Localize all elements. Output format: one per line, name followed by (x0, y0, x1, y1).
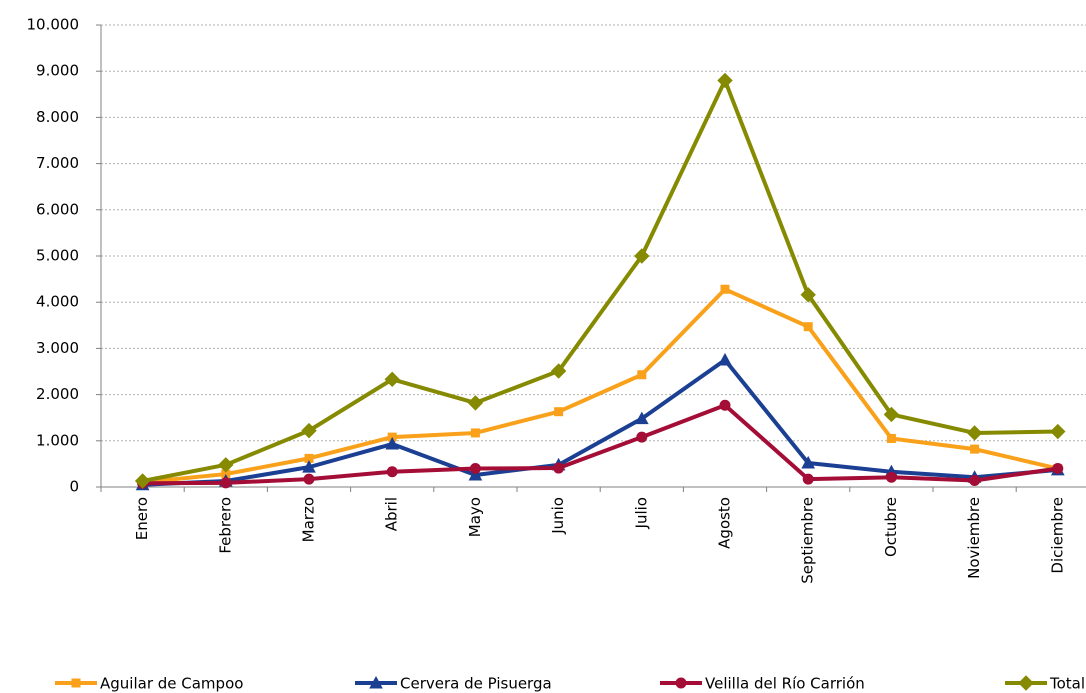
data-point (803, 322, 813, 332)
x-tick-label: Julio (632, 497, 650, 529)
data-point (467, 395, 484, 411)
data-point (718, 352, 732, 366)
y-tick-label: 5.000 (36, 247, 79, 265)
data-point (634, 248, 650, 264)
y-tick-label: 8.000 (36, 108, 79, 126)
x-tick-label: Abril (383, 497, 401, 531)
x-tick-label: Septiembre (799, 497, 817, 584)
data-point (636, 431, 648, 443)
data-point (719, 399, 731, 411)
legend-marker (675, 677, 687, 689)
data-point (634, 411, 649, 425)
legend-label: Velilla del Río Carrión (705, 675, 865, 693)
data-point (883, 406, 900, 423)
x-tick-label: Enero (133, 497, 151, 540)
data-point (886, 433, 896, 443)
y-tick-label: 6.000 (36, 200, 79, 218)
x-tick-label: Diciembre (1048, 497, 1066, 574)
data-point (801, 455, 816, 469)
y-tick-label: 10.000 (27, 16, 80, 34)
x-tick-label: Mayo (466, 497, 484, 537)
legend-marker (1018, 675, 1034, 691)
y-tick-label: 3.000 (36, 339, 79, 357)
data-point (1052, 463, 1064, 475)
series-line (142, 403, 1059, 486)
series-line (142, 357, 1058, 487)
legend-marker (369, 675, 383, 689)
y-tick-label: 4.000 (36, 293, 79, 311)
data-point (470, 428, 480, 438)
data-point (969, 475, 981, 487)
series-line (142, 78, 1058, 483)
y-tick-label: 1.000 (36, 431, 79, 449)
data-point (468, 467, 483, 481)
data-point (384, 371, 400, 388)
legend-label: Cervera de Pisuerga (400, 675, 552, 693)
y-tick-label: 2.000 (36, 385, 79, 403)
data-point (885, 471, 897, 483)
data-point (303, 473, 315, 485)
legend-marker (71, 678, 81, 688)
x-tick-label: Agosto (716, 497, 734, 549)
x-tick-label: Marzo (300, 497, 318, 542)
data-point (302, 460, 316, 473)
data-point (720, 284, 730, 294)
x-tick-label: Febrero (216, 497, 234, 554)
data-point (385, 436, 400, 450)
data-point (802, 473, 814, 485)
y-tick-label: 9.000 (36, 62, 79, 80)
x-tick-label: Octubre (882, 497, 900, 557)
data-point (800, 287, 816, 303)
series-line (142, 287, 1059, 485)
data-point (554, 407, 564, 417)
y-tick-label: 7.000 (36, 154, 79, 172)
x-tick-label: Noviembre (965, 497, 983, 579)
data-point (386, 466, 398, 478)
y-tick-label: 0 (69, 478, 79, 496)
data-point (550, 363, 567, 379)
data-point (637, 370, 647, 380)
data-point (970, 444, 980, 454)
x-tick-label: Junio (549, 497, 567, 535)
data-point (717, 72, 733, 89)
legend-label: Aguilar de Campoo (100, 675, 243, 693)
data-point (469, 463, 481, 475)
data-point (553, 462, 565, 474)
legend-label: Total (1049, 675, 1085, 693)
data-point (966, 425, 983, 441)
data-point (1050, 423, 1066, 440)
data-point (301, 422, 317, 439)
data-point (134, 473, 151, 489)
data-point (218, 457, 234, 473)
data-point (220, 477, 232, 489)
